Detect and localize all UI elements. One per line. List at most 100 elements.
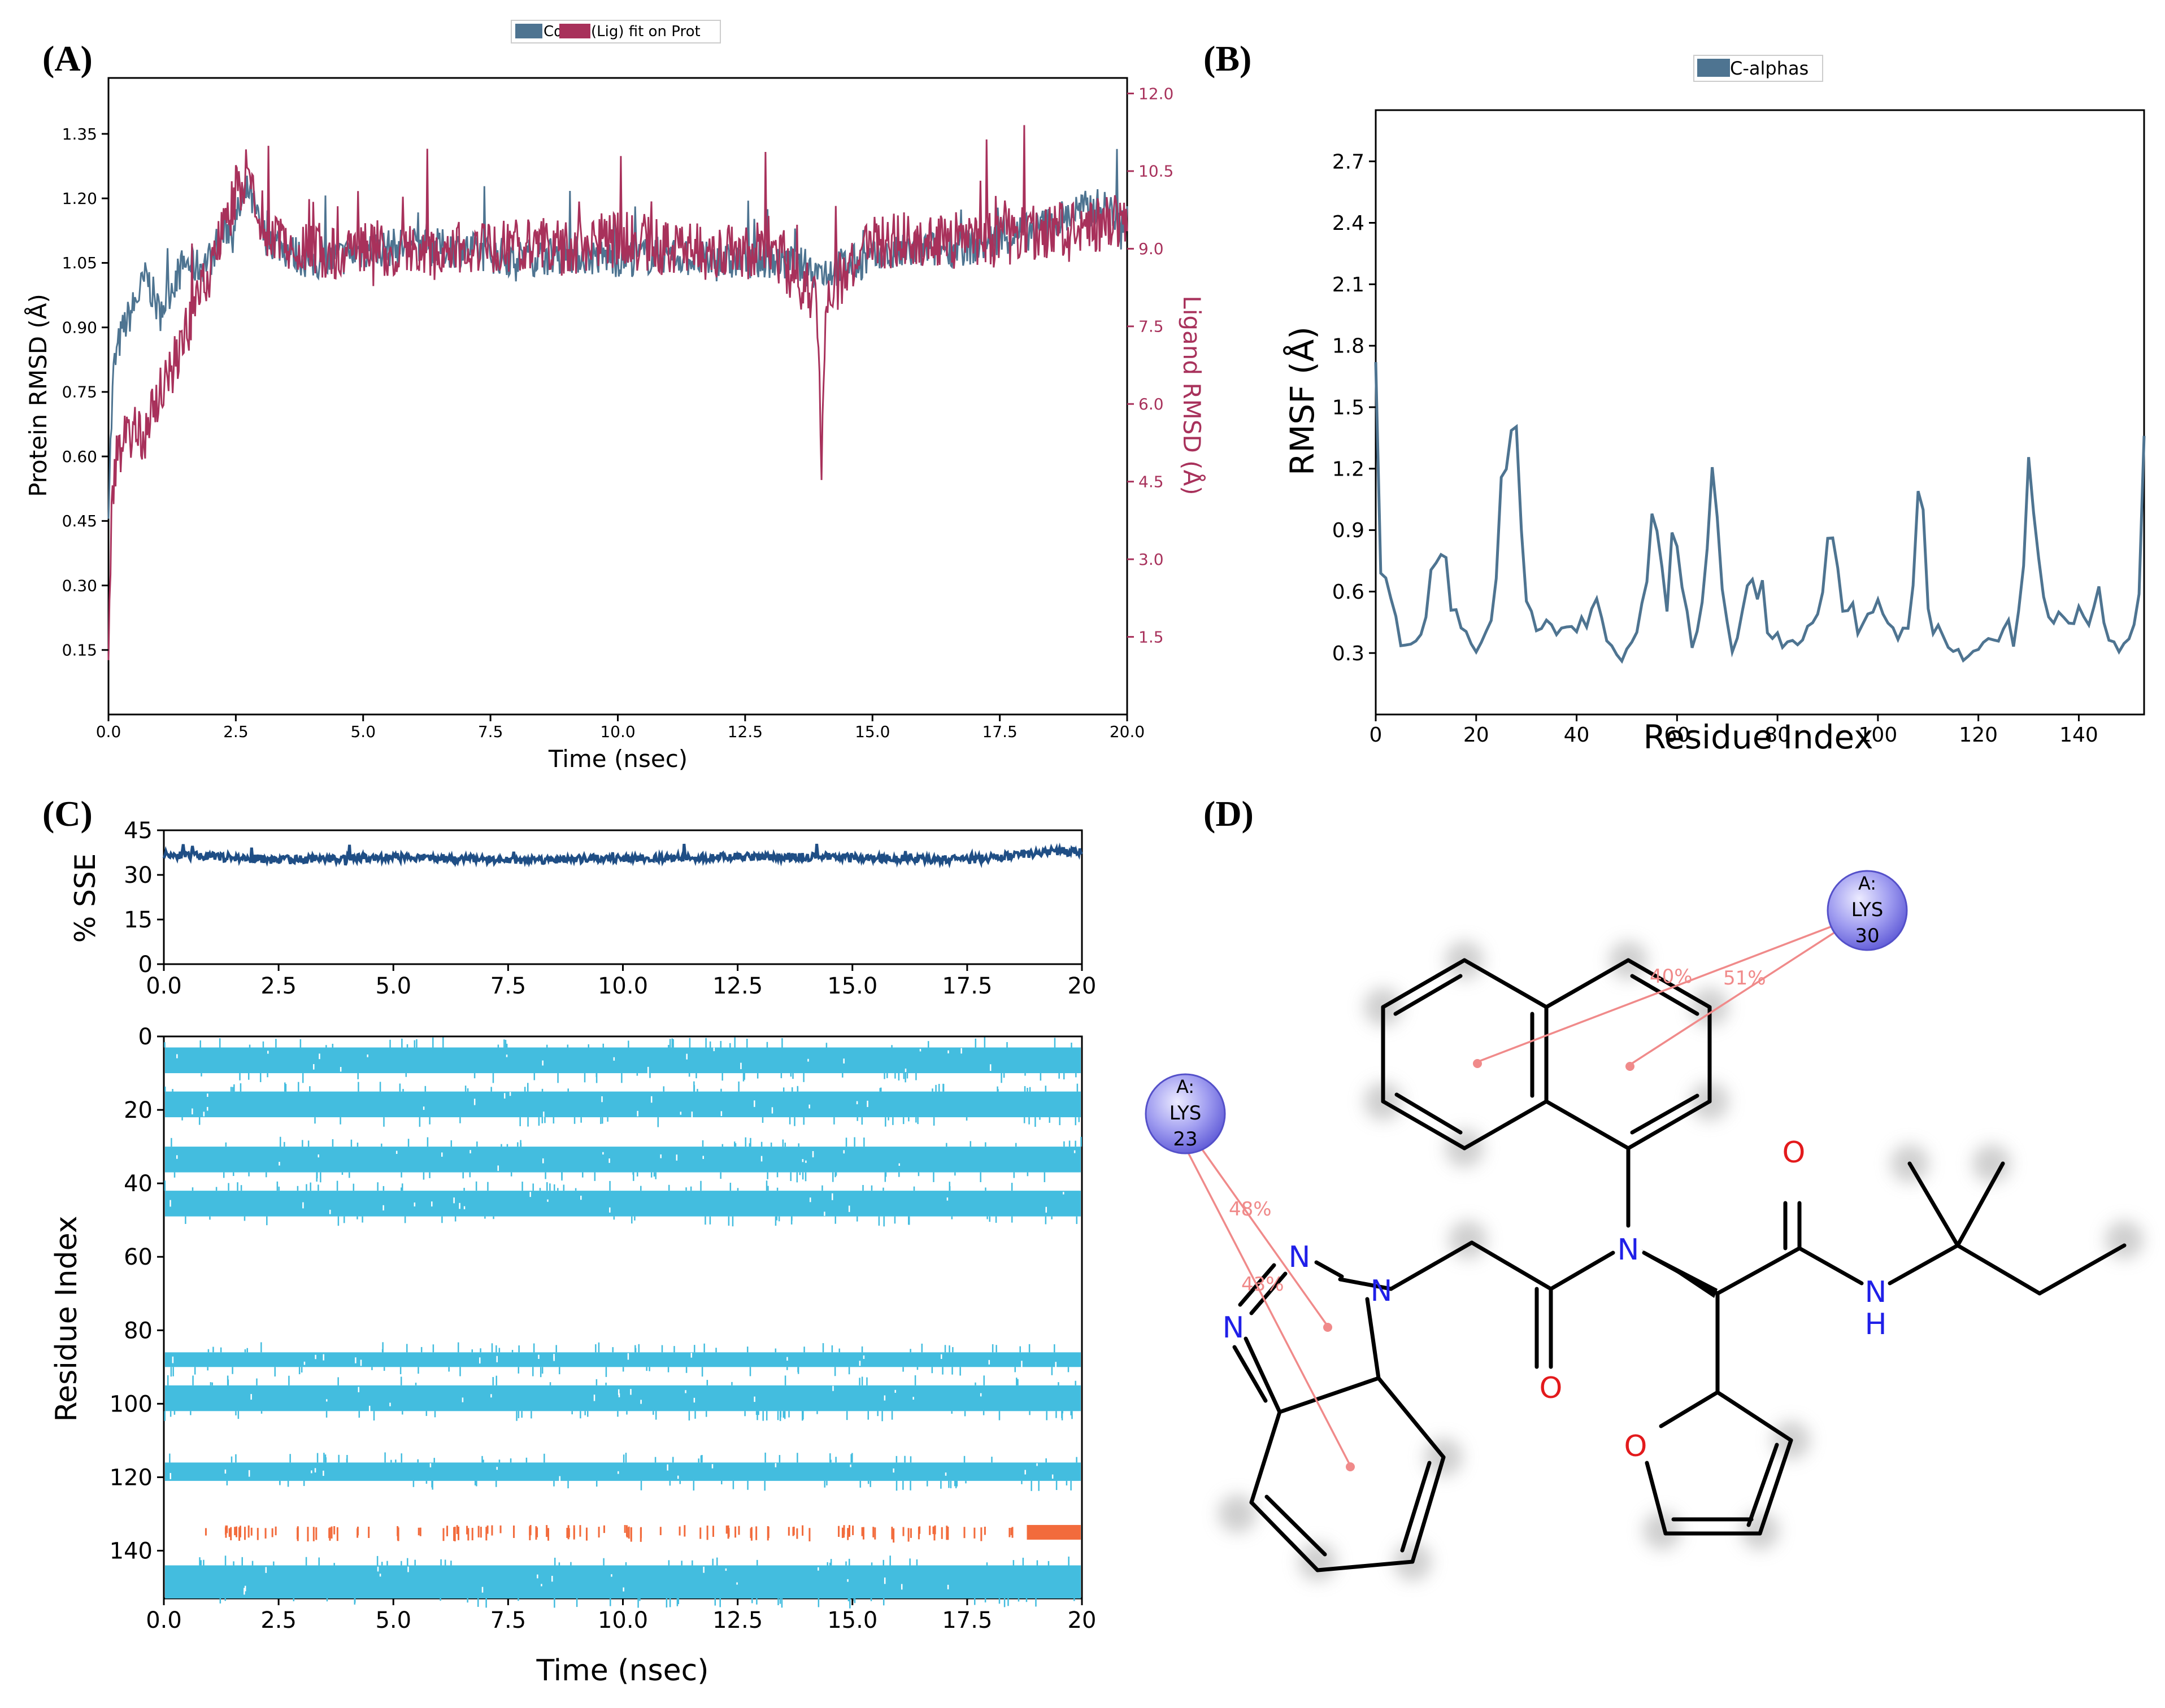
helix-band-edge [400, 1376, 402, 1385]
sse-x-tick-label: 20 [1068, 973, 1097, 999]
helix-band-gap [414, 1202, 416, 1207]
helix-band-gap [754, 1396, 755, 1402]
helix-band-edge [541, 1088, 544, 1092]
helix-band-gap [176, 1054, 178, 1058]
helix-band-edge [350, 1139, 353, 1147]
helix-band-gap [323, 1470, 324, 1476]
helix-band-edge [580, 1117, 582, 1123]
helix-band-edge [567, 1044, 569, 1048]
helix-band-edge [467, 1088, 469, 1092]
helix-band-edge [538, 1117, 540, 1126]
helix-band-edge [784, 1143, 786, 1147]
rmsf-line [1374, 362, 2146, 664]
sse-y-tick-label: 0 [138, 952, 153, 978]
helix-band-edge [555, 1345, 557, 1353]
helix-band-edge [915, 1117, 917, 1123]
strand-mark [585, 1527, 588, 1541]
helix-band-edge [516, 1411, 518, 1421]
helix-band-edge [1068, 1140, 1071, 1147]
helix-band-edge [728, 1216, 730, 1226]
helix-band-gap [172, 1356, 174, 1363]
strand-mark [566, 1527, 568, 1538]
helix-band-edge [703, 1343, 705, 1353]
helix-band-edge [533, 1343, 535, 1353]
helix-band-edge [776, 1172, 779, 1178]
helix-band-edge [501, 1144, 502, 1147]
helix-band-edge [416, 1039, 418, 1048]
helix-band-edge [274, 1367, 276, 1377]
interaction-percent-labels: 40% 51% 48% 43% [1229, 965, 1766, 1296]
helix-band-edge [821, 1185, 823, 1191]
helix-band-edge [492, 1377, 494, 1385]
helix-band-edge [824, 1480, 826, 1488]
helix-band-gap [543, 1111, 545, 1117]
helix-band-edge [600, 1117, 602, 1125]
helix-band-edge [318, 1557, 320, 1566]
helix-band-edge [892, 1117, 894, 1125]
strand-mark [230, 1527, 232, 1541]
helix-band-edge [1036, 1560, 1038, 1566]
strand-mark [603, 1525, 605, 1533]
helix-band-edge [637, 1598, 639, 1608]
helix-band-gap [496, 1467, 498, 1470]
helix-band-edge [1061, 1411, 1063, 1421]
helix-band-edge [867, 1411, 869, 1420]
helix-band-gap [509, 1092, 511, 1096]
helix-band-edge [337, 1377, 339, 1385]
strand-mark [598, 1527, 600, 1538]
helix-band-gap [1073, 1150, 1076, 1153]
helix-band-edge [573, 1117, 576, 1124]
helix-band-edge [480, 1348, 481, 1353]
helix-band-edge [485, 1598, 487, 1608]
helix-band-edge [506, 1144, 508, 1147]
helix-band-edge [1023, 1117, 1025, 1123]
helix-band-edge [595, 1379, 598, 1385]
helix-band-edge [423, 1172, 425, 1180]
helix-band-edge [302, 1073, 304, 1083]
helix-band-edge [481, 1456, 483, 1463]
helix-band-edge [688, 1411, 690, 1421]
helix-band-edge [1034, 1117, 1036, 1127]
helix-band-gap [945, 1472, 947, 1476]
strand-mark [728, 1528, 730, 1537]
helix-band-edge [228, 1183, 229, 1191]
helix-band-edge [790, 1172, 792, 1182]
rmsd-x-tick-label: 17.5 [982, 722, 1017, 741]
helix-band-edge [784, 1411, 786, 1419]
helix-band-edge [689, 1038, 691, 1048]
helix-band-gap [630, 1389, 632, 1395]
helix-band-edge [539, 1188, 541, 1191]
hbond-percent-2: 43% [1241, 1273, 1284, 1296]
helix-band-edge [425, 1480, 428, 1484]
svg-text:A:: A: [1176, 1076, 1194, 1097]
helix-band-edge [605, 1367, 607, 1377]
helix-band-edge [989, 1216, 991, 1222]
rmsd-right-y-tick-label: 3.0 [1138, 550, 1164, 569]
helix-band-edge [231, 1456, 233, 1463]
helix-band-gap [809, 1197, 811, 1202]
helix-band-gap [541, 1584, 542, 1587]
helix-band-gap [431, 1201, 433, 1207]
helix-band-edge [927, 1480, 928, 1487]
rmsd-left-y-tick-label: 1.35 [62, 125, 97, 143]
helix-band-edge [669, 1039, 671, 1048]
strand-mark [535, 1526, 537, 1540]
helix-band-gap [382, 1205, 384, 1211]
helix-band-edge [878, 1216, 880, 1226]
strand-mark [457, 1526, 459, 1540]
helix-band-edge [732, 1216, 734, 1227]
helix-band-gap [847, 1579, 849, 1582]
helix-band-edge [796, 1172, 798, 1183]
heatmap-y-tick-label: 60 [124, 1244, 153, 1270]
helix-band-edge [420, 1347, 423, 1353]
strand-mark [934, 1525, 936, 1535]
helix-band-edge [851, 1453, 853, 1463]
helix-band-edge [173, 1172, 176, 1178]
helix-band-edge [1076, 1216, 1078, 1225]
helix-band-edge [519, 1117, 521, 1126]
helix-band-edge [181, 1117, 183, 1121]
helix-band-edge [649, 1367, 650, 1371]
helix-band-edge [653, 1411, 654, 1415]
helix-band-edge [199, 1040, 201, 1048]
